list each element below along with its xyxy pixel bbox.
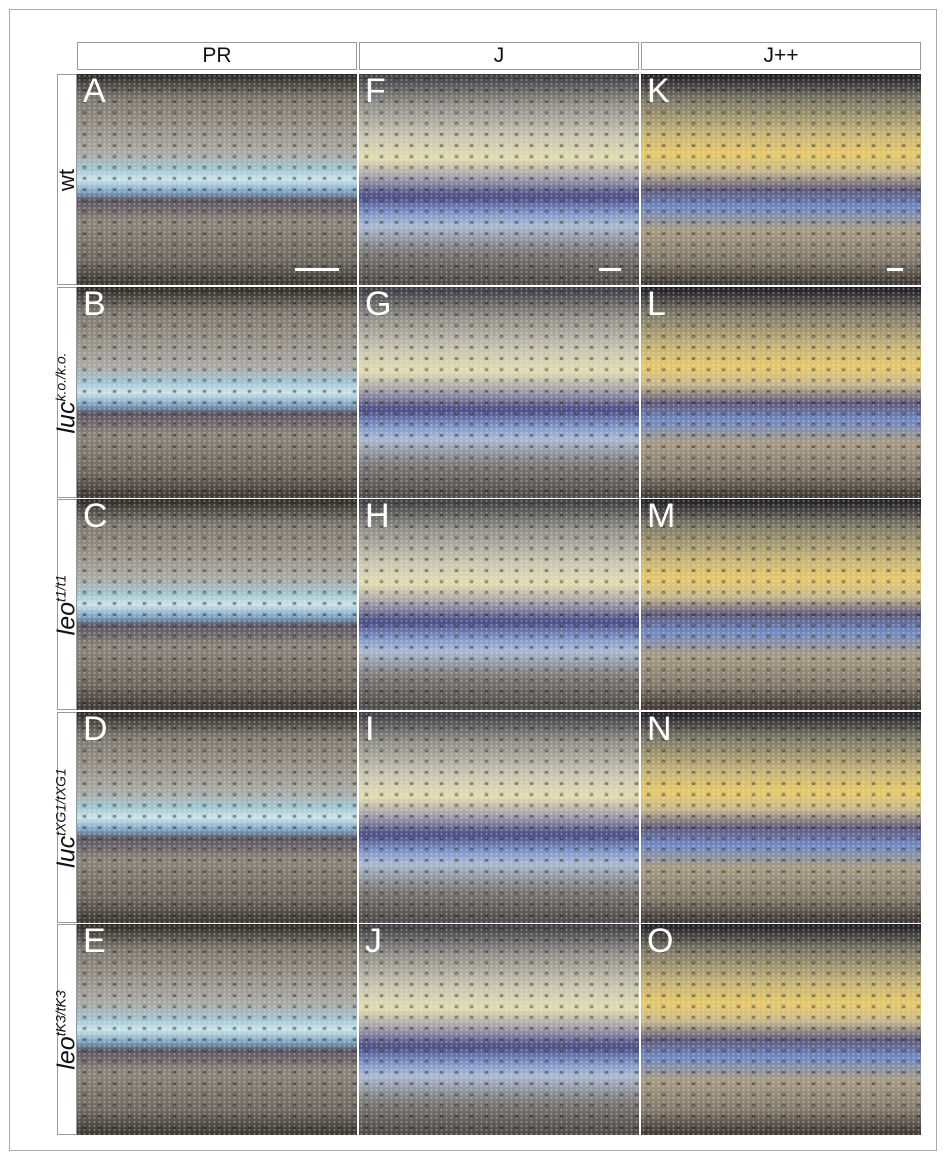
allele: tK3/tK3 (52, 989, 69, 1036)
melanophores (359, 712, 639, 923)
row-label: leotK3/tK3 (52, 924, 81, 1135)
melanophores (641, 924, 921, 1135)
melanophores (641, 499, 921, 710)
photo-panel: O (641, 924, 921, 1135)
figure-frame (9, 9, 937, 1151)
melanophores (641, 287, 921, 498)
column-header: J (359, 42, 639, 70)
scale-bar (887, 268, 903, 271)
column-header: J++ (641, 42, 921, 70)
iridophores (641, 924, 921, 1135)
iridophores (641, 287, 921, 498)
melanophores (359, 74, 639, 285)
melanophores (77, 712, 357, 923)
photo-panel: K (641, 74, 921, 285)
iridophores (359, 287, 639, 498)
iridophores (359, 712, 639, 923)
iridophores (359, 924, 639, 1135)
photo-panel: D (77, 712, 357, 923)
photo-panel: G (359, 287, 639, 498)
panel-letter: H (365, 499, 390, 535)
melanophores (77, 499, 357, 710)
genotype: wt (54, 168, 79, 191)
iridophores (641, 499, 921, 710)
panel-letter: I (365, 712, 375, 748)
iridophores (77, 712, 357, 923)
panel-letter: N (647, 712, 672, 748)
iridophores (641, 712, 921, 923)
photo-panel: J (359, 924, 639, 1135)
melanophores (641, 74, 921, 285)
panel-letter: C (83, 499, 108, 535)
melanophores (77, 287, 357, 498)
photo-panel: I (359, 712, 639, 923)
row-label: luck.o./k.o. (52, 287, 81, 498)
melanophores (359, 924, 639, 1135)
photo-panel: E (77, 924, 357, 1135)
photo-panel: L (641, 287, 921, 498)
melanophores (77, 924, 357, 1135)
photo-panel: F (359, 74, 639, 285)
panel-letter: J (365, 924, 382, 960)
panel-letter: B (83, 287, 106, 323)
scale-bar (295, 268, 339, 271)
melanophores (641, 712, 921, 923)
photo-panel: B (77, 287, 357, 498)
column-header: PR (77, 42, 357, 70)
iridophores (77, 499, 357, 710)
scale-bar (599, 268, 621, 271)
allele: k.o./k.o. (52, 352, 69, 402)
panel-letter: O (647, 924, 674, 960)
iridophores (77, 924, 357, 1135)
photo-panel: C (77, 499, 357, 710)
panel-letter: G (365, 287, 392, 323)
panel-letter: A (83, 74, 106, 110)
row-label: wt (54, 74, 79, 285)
iridophores (641, 74, 921, 285)
row-label: luctXG1/tXG1 (52, 712, 81, 923)
photo-panel: A (77, 74, 357, 285)
melanophores (359, 287, 639, 498)
photo-panel: H (359, 499, 639, 710)
melanophores (359, 499, 639, 710)
allele: tXG1/tXG1 (52, 767, 69, 836)
photo-panel: N (641, 712, 921, 923)
panel-letter: D (83, 712, 108, 748)
iridophores (77, 287, 357, 498)
panel-letter: E (83, 924, 106, 960)
photo-panel: M (641, 499, 921, 710)
panel-letter: M (647, 499, 676, 535)
panel-letter: K (647, 74, 670, 110)
melanophores (77, 74, 357, 285)
iridophores (77, 74, 357, 285)
iridophores (359, 499, 639, 710)
allele: t1/t1 (52, 574, 69, 602)
panel-letter: L (647, 287, 666, 323)
iridophores (359, 74, 639, 285)
panel-letter: F (365, 74, 386, 110)
row-label: leot1/t1 (52, 499, 81, 710)
